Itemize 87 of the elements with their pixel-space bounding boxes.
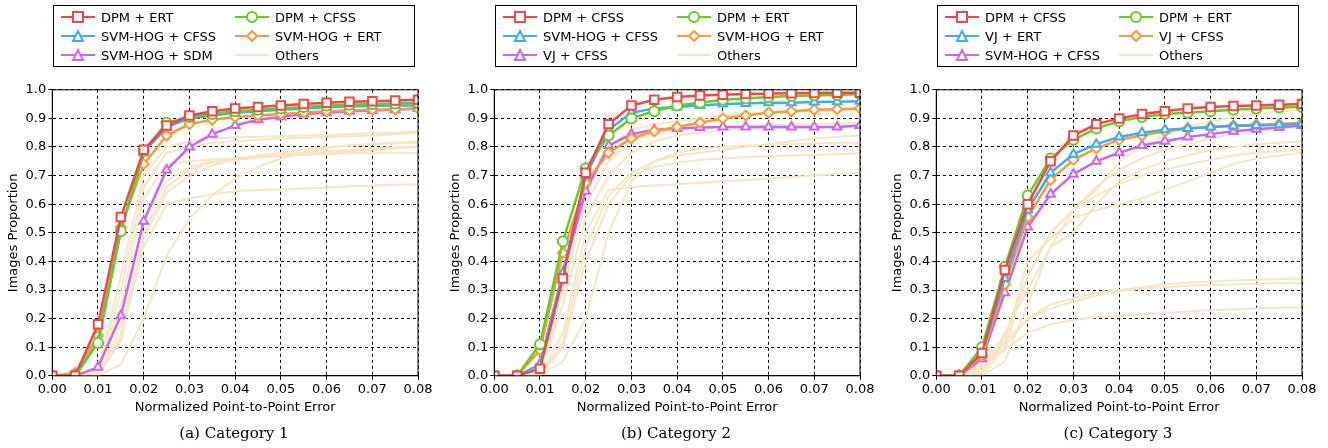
y-tick-label: 0.1 [467, 338, 489, 354]
y-tick-label: 0.7 [25, 166, 47, 182]
x-axis-title: Normalized Point-to-Point Error [576, 398, 779, 414]
y-tick-label: 0.5 [25, 224, 47, 240]
legend-label: DPM + CFSS [275, 9, 357, 25]
y-tick-label: 1.0 [25, 81, 47, 97]
x-axis-title: Normalized Point-to-Point Error [134, 398, 337, 414]
legend-label: SVM-HOG + CFSS [543, 28, 659, 44]
legend-label: SVM-HOG + CFSS [101, 28, 217, 44]
y-tick-label: 0.4 [467, 252, 489, 268]
y-tick-label: 0.5 [467, 224, 489, 240]
y-tick-label: 0.8 [25, 138, 47, 154]
y-tick-label: 1.0 [467, 81, 489, 97]
x-tick-label: 0.07 [1241, 380, 1271, 396]
legend-label: Others [717, 47, 761, 63]
y-tick-label: 0.1 [25, 338, 47, 354]
y-axis-title: Images Proportion [889, 173, 905, 293]
y-tick-label: 0.3 [25, 281, 47, 297]
legend-label: SVM-HOG + SDM [101, 47, 213, 63]
legend-label: DPM + ERT [101, 9, 174, 25]
x-tick-label: 0.03 [174, 380, 204, 396]
y-tick-label: 0.4 [25, 252, 47, 268]
legend-label: SVM-HOG + ERT [275, 28, 382, 44]
x-tick-label: 0.04 [1104, 380, 1134, 396]
y-tick-label: 0.4 [909, 252, 931, 268]
y-tick-label: 0.0 [467, 367, 489, 383]
legend-label: VJ + CFSS [543, 47, 608, 63]
x-tick-label: 0.00 [921, 380, 951, 396]
y-tick-label: 0.6 [25, 195, 47, 211]
y-tick-label: 0.8 [467, 138, 489, 154]
y-tick-label: 0.8 [909, 138, 931, 154]
y-tick-label: 0.7 [909, 166, 931, 182]
legend-label: SVM-HOG + ERT [717, 28, 824, 44]
legend-label: DPM + CFSS [985, 9, 1067, 25]
x-tick-label: 0.06 [754, 380, 784, 396]
x-tick-label: 0.01 [967, 380, 997, 396]
x-tick-label: 0.08 [1287, 380, 1317, 396]
x-tick-label: 0.06 [312, 380, 342, 396]
y-tick-label: 0.9 [467, 109, 489, 125]
y-tick-label: 0.9 [909, 109, 931, 125]
y-tick-label: 0.9 [25, 109, 47, 125]
text: (c) Category 3 [1062, 424, 1174, 442]
x-tick-label: 0.04 [220, 380, 250, 396]
legend-label: Others [1159, 47, 1203, 63]
legend-label: VJ + CFSS [1159, 28, 1224, 44]
x-tick-label: 0.05 [1150, 380, 1180, 396]
x-tick-label: 0.02 [1013, 380, 1043, 396]
legend-label: VJ + ERT [985, 28, 1042, 44]
x-tick-label: 0.04 [662, 380, 692, 396]
y-tick-label: 0.3 [467, 281, 489, 297]
x-tick-label: 0.03 [616, 380, 646, 396]
x-tick-label: 0.03 [1058, 380, 1088, 396]
x-tick-label: 0.00 [37, 380, 67, 396]
legend-label: DPM + ERT [717, 9, 790, 25]
y-tick-label: 0.0 [909, 367, 931, 383]
y-tick-label: 0.2 [467, 309, 489, 325]
y-tick-label: 0.2 [909, 309, 931, 325]
legend-label: DPM + ERT [1159, 9, 1232, 25]
legend-label: Others [275, 47, 319, 63]
y-tick-label: 0.5 [909, 224, 931, 240]
x-tick-label: 0.01 [83, 380, 113, 396]
y-tick-label: 0.6 [909, 195, 931, 211]
y-axis-title: Images Proportion [5, 173, 21, 293]
x-tick-label: 0.00 [479, 380, 509, 396]
x-tick-label: 0.01 [525, 380, 555, 396]
x-axis-title: Normalized Point-to-Point Error [1018, 398, 1221, 414]
x-tick-label: 0.07 [357, 380, 387, 396]
x-tick-label: 0.02 [571, 380, 601, 396]
y-tick-label: 0.0 [25, 367, 47, 383]
text: (a) Category 1 [178, 424, 290, 442]
x-tick-label: 0.07 [799, 380, 829, 396]
x-tick-label: 0.08 [403, 380, 433, 396]
y-tick-label: 1.0 [909, 81, 931, 97]
x-tick-label: 0.08 [845, 380, 875, 396]
y-tick-label: 0.2 [25, 309, 47, 325]
x-tick-label: 0.05 [266, 380, 296, 396]
y-axis-title: Images Proportion [447, 173, 463, 293]
y-tick-label: 0.6 [467, 195, 489, 211]
x-tick-label: 0.05 [708, 380, 738, 396]
legend-label: SVM-HOG + CFSS [985, 47, 1101, 63]
y-tick-label: 0.7 [467, 166, 489, 182]
text: (b) Category 2 [620, 424, 732, 442]
x-tick-label: 0.02 [129, 380, 159, 396]
y-tick-label: 0.3 [909, 281, 931, 297]
y-tick-label: 0.1 [909, 338, 931, 354]
x-tick-label: 0.06 [1196, 380, 1226, 396]
legend-label: DPM + CFSS [543, 9, 625, 25]
